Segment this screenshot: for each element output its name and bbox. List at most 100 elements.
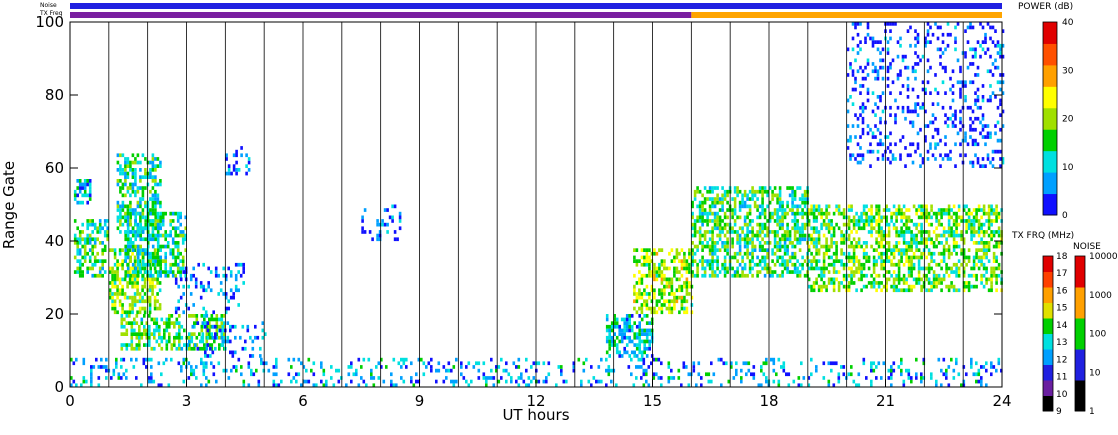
echo-cell <box>962 383 966 388</box>
echo-cell <box>144 175 147 179</box>
echo-cell <box>927 222 931 227</box>
echo-cell <box>984 135 987 139</box>
echo-cell <box>800 383 803 388</box>
echo-cell <box>129 160 132 165</box>
echo-cell <box>849 157 852 161</box>
echo-cell <box>994 43 997 48</box>
echo-cell <box>188 314 191 318</box>
echo-cell <box>177 284 180 289</box>
echo-cell <box>176 244 180 249</box>
echo-cell <box>181 259 185 263</box>
echo-cell <box>640 248 644 252</box>
echo-cell <box>940 251 943 256</box>
echo-cell <box>169 233 172 238</box>
echo-cell <box>924 109 927 114</box>
echo-cell <box>295 372 298 377</box>
echo-cell <box>787 372 791 377</box>
echo-cell <box>232 168 236 172</box>
echo-cell <box>693 251 697 256</box>
echo-cell <box>680 248 684 252</box>
echo-cell <box>747 361 751 366</box>
echo-cell <box>151 211 155 216</box>
echo-cell <box>984 36 987 41</box>
echo-cell <box>870 361 873 366</box>
echo-cell <box>713 259 717 263</box>
echo-cell <box>778 204 782 209</box>
echo-cell <box>620 335 624 340</box>
echo-cell <box>181 241 185 245</box>
echo-cell <box>136 273 140 278</box>
echo-cell <box>86 226 89 231</box>
echo-cell <box>907 368 911 373</box>
echo-cell <box>126 237 130 242</box>
echo-cell <box>877 230 881 234</box>
echo-cell <box>957 204 961 209</box>
echo-cell <box>78 251 82 256</box>
echo-cell <box>976 157 980 161</box>
echo-cell <box>149 251 152 256</box>
echo-cell <box>670 376 673 380</box>
echo-cell <box>942 244 946 249</box>
echo-cell <box>980 208 983 212</box>
echo-cell <box>892 251 896 256</box>
echo-cell <box>696 270 699 274</box>
echo-cell <box>675 251 679 256</box>
echo-cell <box>210 343 214 347</box>
echo-cell <box>72 379 76 384</box>
echo-cell <box>174 273 177 278</box>
echo-cell <box>876 95 880 99</box>
echo-cell <box>820 208 823 212</box>
echo-cell <box>970 226 973 231</box>
echo-cell <box>927 281 931 285</box>
echo-cell <box>906 29 910 33</box>
echo-cell <box>865 273 868 278</box>
echo-cell <box>154 189 157 194</box>
echo-cell <box>161 219 165 223</box>
echo-cell <box>796 230 799 234</box>
echo-cell <box>981 127 985 132</box>
echo-cell <box>743 237 747 242</box>
echo-cell <box>777 357 781 362</box>
echo-cell <box>825 266 828 271</box>
echo-cell <box>847 237 851 242</box>
echo-cell <box>935 233 938 238</box>
echo-cell <box>711 255 714 260</box>
echo-cell <box>350 365 353 369</box>
echo-cell <box>645 292 649 296</box>
echo-cell <box>103 222 107 227</box>
echo-cell <box>182 379 186 384</box>
echo-cell <box>232 292 235 296</box>
echo-cell <box>392 357 396 362</box>
echo-cell <box>667 376 671 380</box>
echo-cell <box>987 215 991 220</box>
echo-cell <box>935 284 938 289</box>
echo-cell <box>310 368 313 373</box>
echo-cell <box>763 189 767 194</box>
echo-cell <box>783 233 787 238</box>
echo-cell <box>857 241 861 245</box>
echo-cell <box>979 22 982 26</box>
echo-cell <box>837 376 841 380</box>
echo-cell <box>957 244 961 249</box>
echo-cell <box>999 113 1002 117</box>
echo-cell <box>220 335 224 340</box>
echo-cell <box>866 149 870 154</box>
echo-cell <box>741 259 744 263</box>
echo-cell <box>103 230 107 234</box>
echo-cell <box>716 197 719 201</box>
echo-cell <box>964 80 967 85</box>
echo-cell <box>161 215 165 220</box>
echo-cell <box>815 241 818 245</box>
echo-cell <box>979 105 982 110</box>
echo-cell <box>871 131 875 136</box>
colorbar-swatch <box>1043 64 1057 87</box>
echo-cell <box>175 332 179 336</box>
echo-cell <box>997 262 1001 267</box>
echo-cell <box>762 372 766 377</box>
echo-cell <box>889 22 892 26</box>
echo-cell <box>706 189 709 194</box>
echo-cell <box>906 76 910 81</box>
echo-cell <box>116 160 120 165</box>
echo-cell <box>211 335 215 340</box>
echo-cell <box>153 346 156 351</box>
